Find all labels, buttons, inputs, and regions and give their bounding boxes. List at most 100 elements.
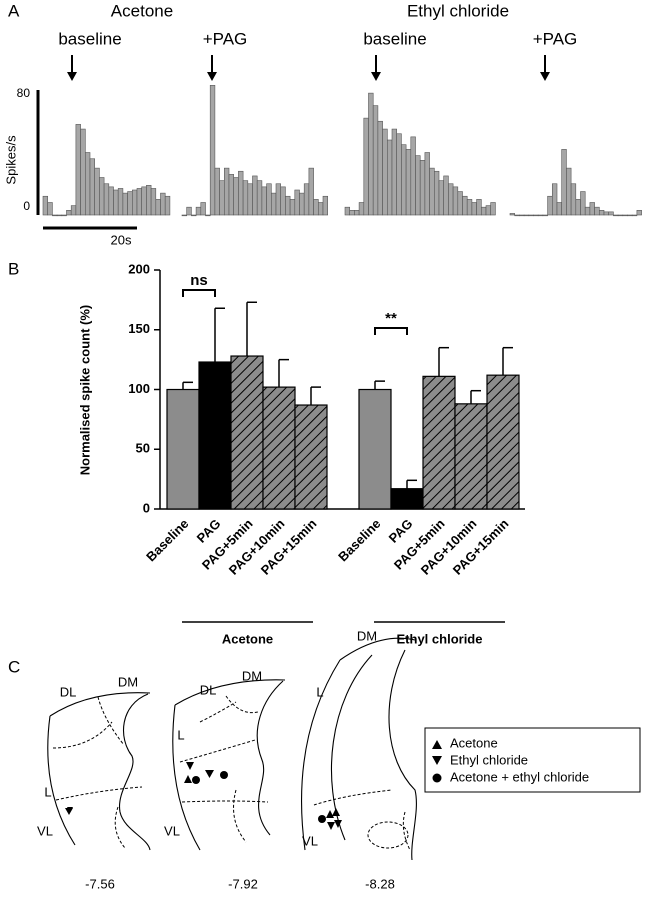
histogram-bar bbox=[556, 202, 562, 216]
histogram-bar bbox=[299, 192, 305, 216]
histogram-bar bbox=[127, 191, 133, 216]
histogram-bar bbox=[238, 170, 244, 216]
scale-label: 20s bbox=[111, 232, 132, 247]
histogram-bar bbox=[308, 167, 314, 216]
histogram-bar bbox=[146, 185, 152, 216]
scale-label: 80 bbox=[17, 86, 31, 100]
histogram-bar bbox=[313, 199, 319, 216]
histogram-bar bbox=[514, 214, 520, 217]
histogram-bar bbox=[622, 214, 628, 217]
histogram-bar bbox=[480, 206, 487, 216]
histogram-bar bbox=[368, 92, 374, 216]
histogram-bar bbox=[70, 205, 77, 216]
histogram-bar bbox=[349, 210, 355, 216]
histogram-bar bbox=[377, 120, 383, 216]
histogram-bar bbox=[42, 195, 48, 216]
histogram-title: baseline bbox=[363, 29, 426, 48]
histogram-bar bbox=[391, 128, 397, 216]
histogram-bar bbox=[122, 192, 128, 216]
histogram-bar bbox=[448, 183, 454, 216]
histogram-bar bbox=[103, 183, 110, 216]
histogram-bar bbox=[358, 202, 365, 216]
histogram-bar bbox=[233, 177, 239, 216]
histogram-bar bbox=[533, 214, 539, 217]
bar bbox=[294, 404, 328, 510]
level-label: -7.92 bbox=[228, 876, 258, 891]
x-tick-label: Baseline bbox=[335, 516, 383, 564]
panel-label: A bbox=[8, 1, 20, 20]
histogram-bar bbox=[509, 213, 515, 216]
bar bbox=[198, 361, 232, 510]
histogram-bar bbox=[136, 188, 142, 216]
histogram-bar bbox=[155, 199, 161, 216]
histogram-bar bbox=[617, 214, 624, 217]
histogram-bar bbox=[141, 186, 147, 216]
bar bbox=[486, 374, 520, 510]
brain-sections bbox=[47, 637, 641, 861]
histogram-bar bbox=[471, 202, 477, 216]
histogram-title: baseline bbox=[58, 29, 121, 48]
region-label: DM bbox=[357, 628, 377, 643]
histogram-bar bbox=[519, 214, 525, 217]
histogram-bar bbox=[537, 214, 544, 217]
histogram-bar bbox=[490, 202, 496, 216]
histogram-bar bbox=[462, 195, 468, 216]
bar bbox=[166, 388, 200, 510]
histogram-bar bbox=[523, 214, 530, 217]
level-label: -7.56 bbox=[85, 876, 115, 891]
x-tick-label: Baseline bbox=[143, 516, 191, 564]
histogram-bar bbox=[415, 155, 421, 216]
histogram-bar bbox=[56, 214, 63, 217]
histogram-bar bbox=[317, 202, 324, 216]
region-label: VL bbox=[164, 823, 180, 838]
significance-label: ns bbox=[190, 272, 208, 289]
region-label: DL bbox=[200, 682, 217, 697]
histogram-bar bbox=[99, 177, 105, 216]
histogram-bar bbox=[457, 191, 463, 216]
histogram-bar bbox=[561, 149, 567, 216]
histogram-bar bbox=[613, 214, 619, 217]
y-tick-label: 150 bbox=[128, 321, 150, 336]
region-label: L bbox=[316, 684, 323, 699]
histogram-bar bbox=[542, 214, 548, 217]
histogram-bar bbox=[186, 206, 192, 216]
significance-label: ** bbox=[385, 310, 397, 327]
arrow-head bbox=[207, 72, 217, 81]
histogram-bar bbox=[242, 180, 249, 216]
bar bbox=[454, 403, 488, 510]
histogram-bar bbox=[164, 195, 171, 216]
histogram-bar bbox=[66, 210, 72, 216]
arrow-head bbox=[371, 72, 381, 81]
legend-text: Acetone + ethyl chloride bbox=[450, 769, 589, 784]
y-tick-label: 0 bbox=[143, 500, 150, 515]
histogram-bar bbox=[631, 214, 638, 217]
arrow-head bbox=[540, 72, 550, 81]
histogram-title: +PAG bbox=[203, 29, 248, 48]
histogram-bar bbox=[85, 152, 91, 216]
histogram-bar bbox=[75, 124, 81, 216]
histogram-bar bbox=[214, 167, 220, 216]
histogram-bar bbox=[372, 105, 379, 216]
histogram-bar bbox=[280, 186, 286, 216]
histogram-bar bbox=[433, 170, 440, 216]
histogram-bar bbox=[429, 167, 435, 216]
histogram-bar bbox=[132, 189, 138, 216]
bar bbox=[390, 488, 424, 510]
histogram-bar bbox=[419, 160, 426, 216]
histogram-bar bbox=[285, 195, 291, 216]
histogram-bar bbox=[191, 214, 197, 217]
histogram-bar bbox=[200, 202, 206, 216]
y-tick-label: 50 bbox=[136, 441, 150, 456]
y-axis-label: Normalised spike count (%) bbox=[77, 305, 92, 475]
histogram-bar bbox=[566, 167, 572, 216]
histogram-bar bbox=[266, 183, 272, 216]
histogram-bar bbox=[181, 214, 187, 217]
histogram-bar bbox=[160, 192, 166, 216]
histogram-bar bbox=[113, 189, 119, 216]
histogram-bar bbox=[401, 144, 407, 216]
histogram-bar bbox=[344, 206, 350, 216]
histogram-bar bbox=[247, 183, 253, 216]
region-label: L bbox=[177, 727, 184, 742]
histogram-bar bbox=[570, 183, 577, 216]
histogram-bar bbox=[322, 195, 328, 216]
